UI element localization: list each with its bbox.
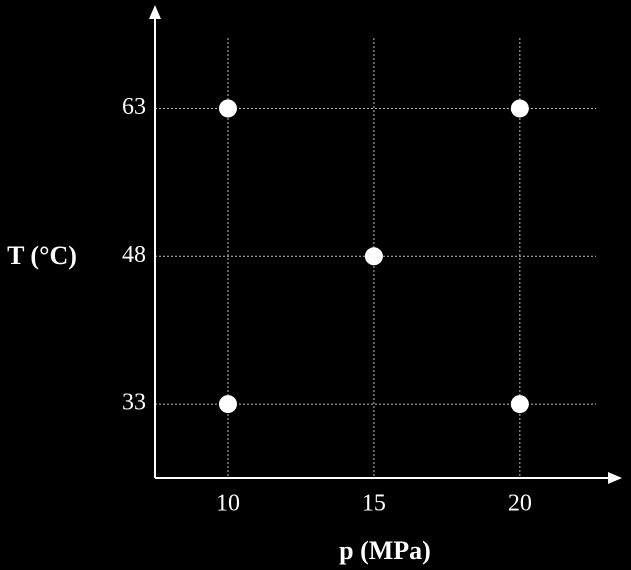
- y-axis-arrow: [149, 5, 161, 19]
- x-tick-label: 10: [216, 491, 240, 517]
- x-axis-title: p (MPa): [339, 536, 431, 565]
- x-tick-label: 15: [362, 491, 386, 517]
- point: [510, 395, 529, 414]
- y-tick-label: 48: [122, 242, 146, 268]
- y-axis-title: T (°C): [7, 241, 77, 270]
- point: [364, 247, 383, 266]
- y-tick-label: 63: [122, 94, 146, 120]
- point: [218, 99, 237, 118]
- point: [218, 395, 237, 414]
- x-axis-arrow: [608, 472, 622, 484]
- point: [510, 99, 529, 118]
- y-tick-label: 33: [122, 390, 146, 416]
- x-tick-label: 20: [508, 491, 532, 517]
